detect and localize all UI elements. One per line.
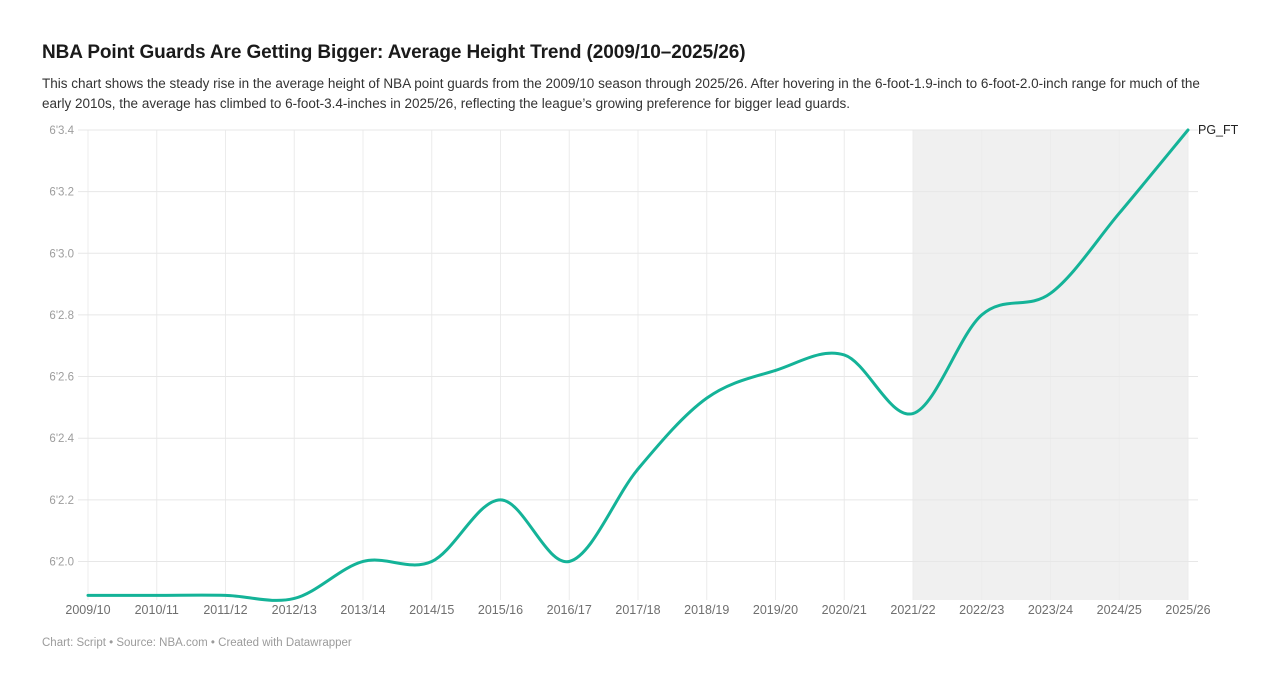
y-tick-label: 6'2.4 <box>49 433 74 445</box>
y-tick-label: 6'3.0 <box>49 248 74 260</box>
x-tick-label: 2009/10 <box>65 603 110 617</box>
x-tick-label: 2021/22 <box>890 603 935 617</box>
x-tick-label: 2014/15 <box>409 603 454 617</box>
chart-title: NBA Point Guards Are Getting Bigger: Ave… <box>42 42 746 63</box>
y-tick-label: 6'2.0 <box>49 556 74 568</box>
series-label: PG_FT <box>1198 123 1239 137</box>
y-tick-label: 6'2.6 <box>49 372 74 384</box>
y-tick-label: 6'3.2 <box>49 187 74 199</box>
x-tick-label: 2020/21 <box>822 603 867 617</box>
y-tick-label: 6'3.4 <box>49 125 74 137</box>
x-tick-label: 2024/25 <box>1097 603 1142 617</box>
x-tick-label: 2016/17 <box>547 603 592 617</box>
x-tick-label: 2010/11 <box>135 603 179 617</box>
x-tick-label: 2015/16 <box>478 603 523 617</box>
y-tick-label: 6'2.2 <box>49 495 74 507</box>
chart-description: This chart shows the steady rise in the … <box>42 76 1200 111</box>
x-tick-label: 2018/19 <box>684 603 729 617</box>
chart-canvas: 6'3.4 6'3.2 6'3.0 6'2.8 6'2.6 6'2.4 6'2.2 6'2.0… <box>49 123 1239 617</box>
x-tick-label: 2017/18 <box>615 603 660 617</box>
line-chart: 6'3.4 6'3.2 6'3.0 6'2.8 6'2.6 6'2.4 6'2.2 6'2.0… <box>0 120 1280 632</box>
x-tick-label: 2023/24 <box>1028 603 1073 617</box>
x-tick-label: 2011/12 <box>203 603 247 617</box>
chart-footer: Chart: Script • Source: NBA.com • Create… <box>42 637 352 649</box>
chart-header: NBA Point Guards Are Getting Bigger: Ave… <box>42 42 1227 113</box>
y-tick-label: 6'2.8 <box>49 310 74 322</box>
x-tick-label: 2012/13 <box>272 603 317 617</box>
x-tick-label: 2025/26 <box>1165 603 1210 617</box>
trend-line <box>86 128 1190 602</box>
x-tick-label: 2022/23 <box>959 603 1004 617</box>
x-tick-label: 2019/20 <box>753 603 798 617</box>
x-tick-label: 2013/14 <box>340 603 385 617</box>
